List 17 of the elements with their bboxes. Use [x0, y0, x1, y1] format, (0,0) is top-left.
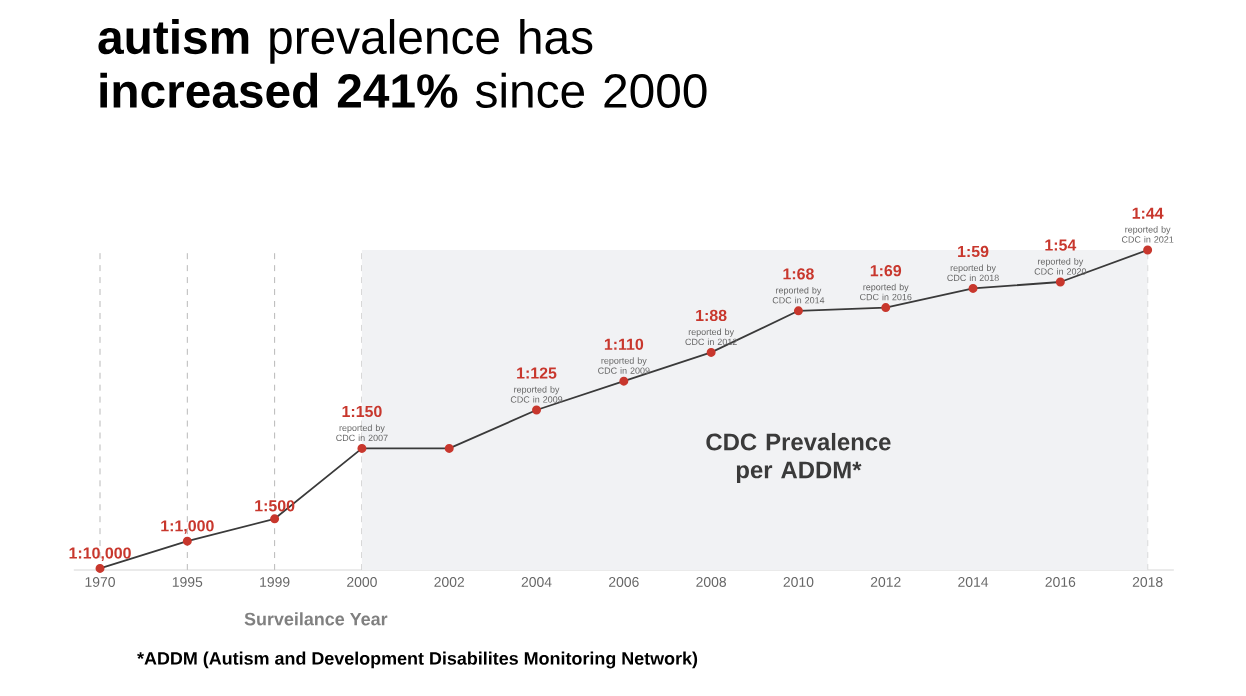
- point: [706, 347, 716, 357]
- point: [881, 303, 891, 313]
- point: [444, 443, 454, 453]
- point: [270, 514, 280, 524]
- text: *ADDM (Autism and Development Disabilites Monitoring Network): [137, 651, 698, 669]
- point: [357, 443, 367, 453]
- point: [1143, 245, 1153, 255]
- chart-title: autism prevalence has increased 241% since 2000: [98, 19, 707, 108]
- point: [793, 306, 803, 316]
- point: [182, 536, 192, 546]
- point: [532, 405, 542, 415]
- x-axis-title: Surveilance Year: [244, 612, 388, 626]
- point: [968, 283, 978, 293]
- point: [95, 563, 105, 573]
- point: [1055, 277, 1065, 287]
- point: [619, 376, 629, 386]
- band-label: CDC Prevalence per ADDM*: [706, 432, 891, 484]
